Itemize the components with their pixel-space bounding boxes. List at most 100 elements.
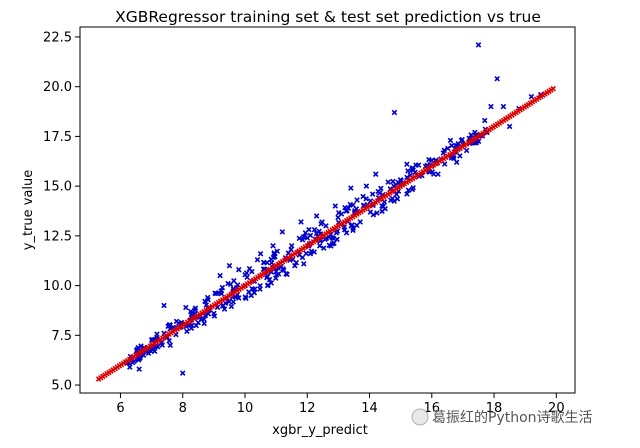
data-point <box>226 298 232 305</box>
data-point <box>440 150 447 156</box>
data-point <box>288 246 294 253</box>
data-point <box>268 256 274 262</box>
data-point <box>262 266 268 273</box>
data-point <box>448 142 455 149</box>
watermark-text: 葛振红的Python诗歌生活 <box>432 410 593 426</box>
data-point <box>316 243 323 249</box>
data-point <box>283 270 289 277</box>
data-point <box>506 123 513 130</box>
data-point <box>323 223 329 229</box>
data-point <box>296 235 303 242</box>
x-tick-label: 12 <box>299 401 316 416</box>
data-point <box>202 298 208 305</box>
data-point <box>380 203 386 210</box>
y-tick-label: 12.5 <box>43 229 72 244</box>
data-point <box>219 303 226 309</box>
data-point <box>404 161 410 168</box>
data-point <box>405 168 411 174</box>
data-point <box>426 156 432 163</box>
data-point <box>257 250 264 257</box>
data-point <box>226 262 233 269</box>
data-point <box>458 137 465 144</box>
data-point <box>389 195 396 202</box>
data-point <box>221 306 228 312</box>
data-point <box>242 294 248 300</box>
data-point <box>231 278 237 284</box>
data-point <box>274 248 281 255</box>
data-point <box>375 188 381 195</box>
data-point <box>369 191 376 197</box>
x-axis-label: xgbr_y_predict <box>272 423 368 438</box>
data-point <box>183 304 189 311</box>
data-point <box>218 288 224 294</box>
x-tick-label: 6 <box>116 401 124 416</box>
data-point <box>271 250 277 256</box>
data-point <box>372 171 379 177</box>
data-point <box>435 171 441 177</box>
data-point <box>354 222 360 229</box>
x-tick-label: 18 <box>486 401 503 416</box>
data-point <box>363 183 370 189</box>
data-point <box>320 245 327 251</box>
data-point <box>343 230 350 236</box>
data-point <box>448 155 455 161</box>
data-point <box>472 129 478 136</box>
data-point <box>341 224 347 230</box>
data-point <box>179 370 186 376</box>
data-point <box>488 103 494 110</box>
data-point <box>288 243 295 249</box>
data-point <box>257 286 263 292</box>
data-point <box>236 266 242 273</box>
data-point <box>193 322 199 329</box>
data-point <box>273 271 280 278</box>
data-point <box>374 210 380 216</box>
data-point <box>394 196 401 202</box>
data-point <box>447 137 454 144</box>
data-point <box>292 262 298 269</box>
data-point <box>363 195 369 202</box>
data-point <box>280 266 286 272</box>
data-point <box>302 230 309 236</box>
x-tick-label: 8 <box>179 401 187 416</box>
data-point <box>167 342 174 349</box>
data-point <box>481 117 488 124</box>
data-point <box>308 248 315 255</box>
data-point <box>500 103 507 110</box>
data-point <box>550 85 556 92</box>
wechat-icon <box>411 408 429 426</box>
data-point <box>473 139 480 146</box>
chart-title: XGBRegressor training set & test set pre… <box>115 8 541 26</box>
data-point <box>430 171 437 177</box>
y-tick-label: 20.0 <box>43 80 72 95</box>
data-point <box>154 334 160 341</box>
data-point <box>249 286 256 292</box>
data-point <box>445 145 451 152</box>
y-axis-label: y_true value <box>21 170 36 251</box>
data-point <box>350 202 356 208</box>
data-point <box>127 364 133 370</box>
data-point <box>159 342 166 348</box>
data-point <box>201 320 207 327</box>
data-point <box>265 282 271 288</box>
data-point <box>494 75 500 82</box>
data-point <box>457 153 463 159</box>
data-point <box>303 250 309 257</box>
data-point <box>405 187 412 193</box>
y-axis-ticks: 5.0 7.5 10.0 12.5 15.0 17.5 20.0 22.5 <box>43 30 80 394</box>
data-point <box>463 147 470 154</box>
data-point <box>270 243 276 249</box>
data-point <box>332 203 339 209</box>
data-point <box>409 186 416 193</box>
data-point <box>184 328 190 335</box>
data-point <box>393 191 400 197</box>
y-tick-label: 7.5 <box>51 329 72 344</box>
y-tick-label: 22.5 <box>43 30 72 45</box>
watermark: 葛振红的Python诗歌生活 <box>411 408 593 426</box>
data-point <box>254 256 261 263</box>
data-point <box>235 295 242 301</box>
x-tick-label: 14 <box>361 401 378 416</box>
data-point <box>192 305 199 311</box>
data-point <box>279 229 286 235</box>
data-point <box>334 236 340 243</box>
